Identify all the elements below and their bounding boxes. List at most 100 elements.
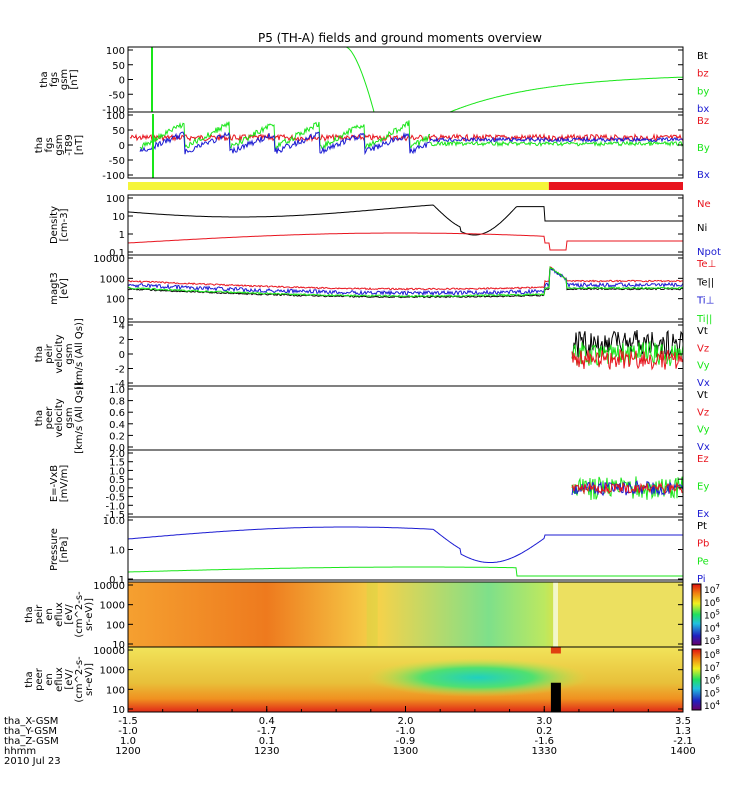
- series-ni: [127, 204, 683, 236]
- y-axis-label: E=-VxB: [49, 465, 60, 502]
- y-axis-label: [km/s (All Qs)]: [74, 318, 85, 390]
- legend-vz: Vz: [697, 343, 709, 354]
- legend-ex: Ex: [697, 509, 709, 520]
- y-axis-label: [eV]: [59, 278, 70, 299]
- legend-ni: Ni: [697, 223, 707, 234]
- panel-temperature: 10000 1000 100 10 magt3 [eV] Te⊥ Te|| Ti⊥ Ti||: [49, 254, 716, 326]
- series-vt: [571, 329, 684, 358]
- series-ne: [127, 232, 683, 251]
- y-tick-label: 10000: [93, 646, 125, 657]
- spectrogram-late-segment: [558, 582, 683, 647]
- y-axis-label: fgs: [49, 72, 60, 87]
- series-pi: [127, 526, 683, 563]
- y-axis-label: peir: [34, 604, 45, 624]
- colorbar-tick-label: 103: [704, 634, 720, 647]
- y-tick-label: 100: [106, 111, 125, 122]
- y-tick-label: 4: [119, 321, 125, 332]
- y-tick-label: 0: [119, 350, 125, 361]
- panel-frame: [127, 516, 684, 583]
- y-tick-label: 100: [106, 194, 125, 205]
- y-tick-label: 1000: [100, 274, 125, 285]
- y-axis-label: sr-eV)]: [84, 598, 95, 631]
- y-axis-label: (cm^2-s-: [74, 591, 85, 638]
- y-tick-label: 0.8: [109, 397, 125, 408]
- y-axis-label: peer: [34, 667, 45, 691]
- x-tick-label: 3.5: [675, 716, 691, 727]
- y-tick-label: -0.5: [105, 493, 125, 504]
- legend-bz: Bz: [697, 116, 709, 127]
- y-axis-label: (cm^2-s-: [74, 656, 85, 703]
- x-tick-label: 1330: [532, 746, 557, 757]
- y-tick-label: 0.0: [109, 443, 125, 454]
- y-tick-label: -50: [109, 156, 125, 167]
- panel-density: 100 10 1 0.1 Density [cm-3] Ne Ni Npot: [49, 194, 721, 259]
- mode-bar-segment-0: [128, 182, 549, 190]
- y-tick-label: 0: [119, 76, 125, 87]
- y-axis-label: eflux: [54, 667, 65, 692]
- spectrogram-gap: [550, 682, 561, 712]
- x-tick-label: 1200: [115, 746, 140, 757]
- y-tick-label: 1.0: [109, 546, 125, 557]
- y-axis-label: [eV/: [64, 604, 75, 625]
- y-axis-label: peir: [44, 343, 55, 363]
- y-tick-label: 0.0: [109, 484, 125, 495]
- y-tick-label: 100: [106, 685, 125, 696]
- spectrogram-blob: [366, 658, 589, 698]
- series-bx-late: [429, 135, 684, 144]
- legend-vt: Vt: [697, 390, 708, 401]
- spectrogram-gap-top: [550, 647, 561, 654]
- legend-bz: bz: [697, 69, 709, 80]
- series-by-recovery: [449, 76, 684, 113]
- colorbar-scale: [691, 583, 702, 646]
- legend-ey: Ey: [697, 482, 709, 493]
- y-axis-label: en: [44, 608, 55, 621]
- y-tick-label: 10000: [93, 581, 125, 592]
- legend-bt: Bt: [697, 51, 708, 62]
- y-axis-label: tha: [24, 671, 35, 687]
- series-by: [139, 120, 430, 151]
- x-tick-label: -1.0: [396, 726, 416, 737]
- legend-pe: Pe: [697, 556, 709, 567]
- y-tick-label: 1.0: [109, 385, 125, 396]
- x-row-label: tha_Y-GSM: [4, 726, 57, 737]
- y-axis-label: [mV/m]: [59, 465, 70, 503]
- y-tick-label: -2: [115, 365, 125, 376]
- legend-ti: Ti||: [696, 314, 712, 325]
- y-axis-label: tha: [39, 71, 50, 87]
- y-axis-label: tha: [24, 606, 35, 622]
- colorbar-tick-label: 104: [704, 621, 720, 634]
- series-by-late: [429, 139, 684, 148]
- y-axis-label: tha: [34, 137, 45, 153]
- spectrogram-band: [366, 582, 378, 647]
- y-tick-label: 100: [106, 295, 125, 306]
- y-axis-label: [eV/: [64, 669, 75, 690]
- y-tick-label: 2: [119, 336, 125, 347]
- legend-pb: Pb: [697, 539, 709, 550]
- colorbar-tick-label: 108: [704, 648, 720, 661]
- y-tick-label: 10.0: [103, 516, 125, 527]
- panel-fgs: 100 50 0 -50 -100 tha fgs gsm [nT] Bt bz by bx: [39, 46, 709, 116]
- x-tick-label: 0.1: [259, 736, 275, 747]
- panel-frame: [127, 46, 684, 113]
- y-tick-label: 0.4: [109, 420, 125, 431]
- y-tick-label: 10: [112, 705, 125, 716]
- colorbar-tick-label: 107: [704, 661, 720, 674]
- y-tick-label: 100: [106, 620, 125, 631]
- y-axis-label: en: [44, 673, 55, 686]
- colorbar-tick-label: 104: [704, 699, 720, 712]
- x-row-label: tha_X-GSM: [4, 716, 58, 727]
- panel-pressure: 10.0 1.0 0.1 Pressure [nPa] Pt Pb Pe Pi: [49, 516, 709, 586]
- mode-bar-segment-1: [548, 182, 683, 190]
- y-tick-label: 0.1: [109, 248, 125, 259]
- y-tick-label: 0.6: [109, 408, 125, 419]
- y-axis-label: tha: [34, 410, 45, 426]
- legend-ne: Ne: [697, 199, 711, 210]
- y-tick-label: 1.0: [109, 466, 125, 477]
- panel-efield: 2.01.51.00.50.0-0.5-1.0-1.5 E=-VxB [mV/m] E…: [49, 449, 709, 521]
- x-tick-label: -1.7: [257, 726, 277, 737]
- panel-peir_velocity: 4 2 0 -2 -4 tha peir velocity gsm [km/s (All Qs)]…: [34, 318, 710, 390]
- y-tick-label: -1.5: [105, 510, 125, 521]
- y-tick-label: 0: [119, 141, 125, 152]
